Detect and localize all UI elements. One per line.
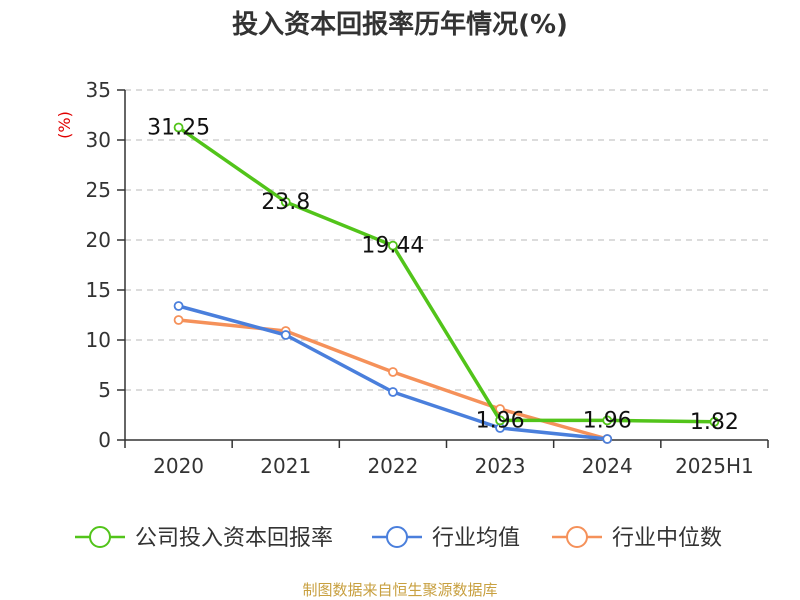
series-0-point-4 <box>602 415 613 426</box>
series-0-point-1 <box>280 197 291 207</box>
chart-title: 投入资本回报率历年情况(%) <box>232 9 568 40</box>
series-0-point-5 <box>709 416 720 427</box>
x-tick-label-1: 2021 <box>260 454 311 478</box>
y-tick-label-1: 5 <box>98 378 111 402</box>
series-1-point-2 <box>388 387 398 397</box>
legend-marker-2 <box>566 526 588 548</box>
series-2-point-2 <box>388 367 398 377</box>
x-tick-label-5: 2025H1 <box>675 454 754 478</box>
data-label-0: 31.25 <box>147 116 210 141</box>
y-tick-label-5: 25 <box>86 178 111 202</box>
source-note: 制图数据来自恒生聚源数据库 <box>302 581 497 599</box>
y-tick-label-2: 10 <box>86 328 111 352</box>
data-label-5: 1.82 <box>690 410 739 435</box>
series-2-point-0 <box>173 315 184 325</box>
data-label-1: 23.8 <box>261 190 310 215</box>
data-label-4: 1.96 <box>583 408 632 433</box>
x-tick-label-3: 2023 <box>475 454 526 478</box>
series-1-point-0 <box>173 301 184 311</box>
series-2-point-3 <box>495 404 505 414</box>
y-tick-label-0: 0 <box>98 428 111 452</box>
series-0-point-2 <box>388 240 398 251</box>
y-tick-label-3: 15 <box>86 278 111 302</box>
series-0-point-3 <box>495 415 505 426</box>
y-tick-label-7: 35 <box>86 78 111 102</box>
data-label-2: 19.44 <box>361 234 424 259</box>
y-tick-label-4: 20 <box>86 228 111 252</box>
grid <box>125 89 768 391</box>
y-axis-unit: (%) <box>55 111 74 139</box>
legend-marker-1 <box>386 526 408 548</box>
legend-label-0: 公司投入资本回报率 <box>135 526 333 551</box>
legend-label-2: 行业中位数 <box>612 526 722 551</box>
data-labels: 31.25 23.8 19.44 1.96 1.96 1.82 <box>147 116 739 435</box>
x-tick-label-2: 2022 <box>367 454 418 478</box>
series-1-point-1 <box>280 330 291 340</box>
x-tick-label-4: 2024 <box>582 454 633 478</box>
legend: 公司投入资本回报率 行业均值 行业中位数 <box>75 526 722 551</box>
y-tick-label-6: 30 <box>86 128 111 152</box>
series-1-point-4 <box>602 434 613 444</box>
legend-label-1: 行业均值 <box>432 526 520 551</box>
axes: 0 5 10 15 20 25 30 35 2020 2021 2022 2023 2024 2025H1 <box>86 78 769 478</box>
x-tick-label-0: 2020 <box>153 454 204 478</box>
data-label-3: 1.96 <box>476 408 525 433</box>
legend-marker-0 <box>89 526 111 548</box>
series-lines <box>173 122 720 444</box>
series-line-0 <box>177 126 715 424</box>
series-0-point-0 <box>173 122 184 133</box>
